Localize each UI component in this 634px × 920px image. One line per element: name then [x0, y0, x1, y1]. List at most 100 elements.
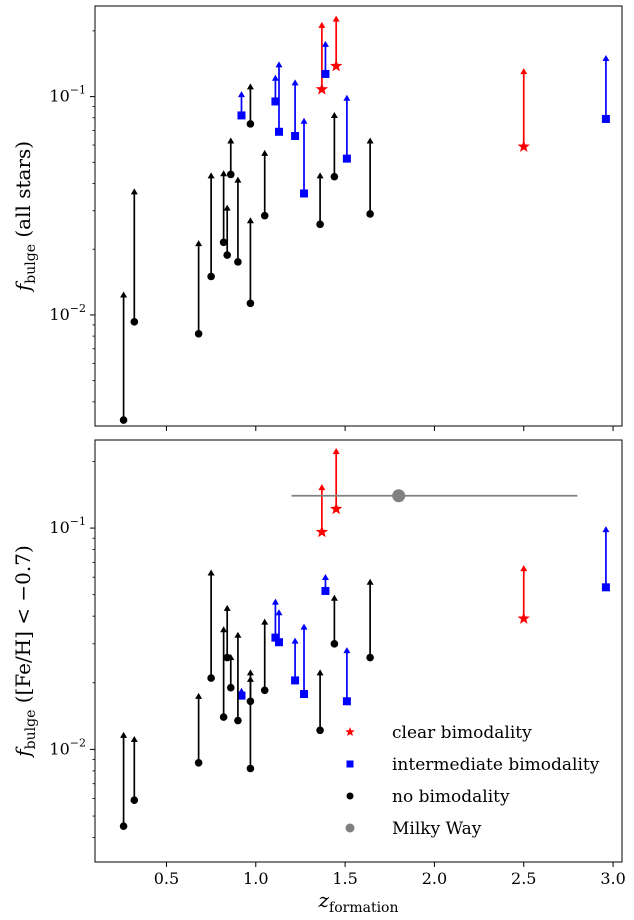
data-point	[366, 210, 374, 218]
upper-limit-arrowhead	[291, 637, 299, 644]
data-point	[329, 59, 343, 72]
data-point	[342, 154, 351, 163]
data-point	[330, 640, 339, 648]
upper-limit-arrowhead	[330, 594, 338, 601]
data-point	[234, 716, 242, 725]
data-point	[130, 796, 139, 804]
upper-limit-arrowhead	[343, 94, 351, 101]
upper-limit-arrowhead	[130, 735, 138, 742]
upper-limit-arrowhead	[300, 117, 308, 124]
y-tick-label: 10−1	[49, 84, 86, 106]
data-point	[329, 502, 343, 515]
legend-marker	[345, 727, 355, 737]
data-point	[316, 726, 324, 735]
upper-limit-arrowhead	[120, 731, 128, 738]
data-point	[517, 612, 530, 624]
data-point	[275, 127, 284, 136]
upper-limit-arrowhead	[227, 137, 235, 144]
upper-limit-arrowhead	[261, 618, 269, 625]
x-tick-label: 3.0	[600, 869, 625, 888]
legend-label: intermediate bimodality	[392, 755, 600, 775]
legend-label: no bimodality	[392, 787, 510, 807]
upper-limit-arrowhead	[195, 240, 203, 247]
upper-limit-arrowhead	[130, 188, 138, 195]
bottom-panel: 10−2 10−1 0.5 1.0 1.5 2.0 2.5 3.0 fbulge ([Fe/H]…	[11, 439, 626, 916]
upper-limit-arrowhead	[300, 623, 308, 630]
data-point	[601, 114, 610, 123]
upper-limit-arrowhead	[316, 669, 324, 676]
y-tick-label: 10−2	[49, 302, 86, 324]
data-point	[291, 132, 300, 141]
data-point	[219, 238, 228, 247]
upper-limit-arrowhead	[246, 217, 254, 224]
upper-limit-arrowhead	[207, 172, 215, 179]
data-point	[291, 676, 300, 685]
data-point	[260, 211, 269, 220]
upper-limit-arrowhead	[207, 569, 215, 576]
data-point	[194, 759, 203, 767]
upper-limit-arrowhead	[223, 204, 231, 211]
x-tick-label: 0.5	[154, 869, 179, 888]
upper-limit-arrowhead	[234, 176, 242, 183]
data-point	[300, 189, 309, 198]
upper-limit-arrowhead	[316, 172, 324, 179]
data-point	[234, 258, 242, 266]
data-point	[207, 674, 215, 682]
upper-limit-arrowhead	[223, 604, 231, 611]
data-point	[119, 416, 128, 424]
upper-limit-arrowhead	[246, 675, 254, 682]
axes-frame	[94, 439, 623, 863]
data-point	[223, 251, 231, 259]
upper-limit-arrowhead	[520, 68, 528, 75]
upper-limit-arrowhead	[291, 79, 299, 86]
upper-limit-arrowhead	[332, 448, 340, 455]
x-tick-label: 1.5	[332, 869, 357, 888]
data-point	[271, 97, 280, 106]
data-point	[315, 82, 329, 95]
y-axis-label: fbulge ([Fe/H] < −0.7)	[11, 545, 39, 759]
upper-limit-arrowhead	[246, 83, 254, 90]
upper-limit-arrowhead	[120, 291, 128, 298]
data-point	[246, 764, 255, 773]
upper-limit-arrowhead	[234, 631, 242, 638]
y-tick-label: 10−2	[49, 736, 86, 758]
data-point	[275, 638, 284, 647]
legend-marker	[346, 792, 354, 800]
x-tick-label: 1.0	[243, 869, 268, 888]
upper-limit-arrowhead	[602, 55, 610, 62]
upper-limit-arrowhead	[275, 609, 283, 616]
data-point	[246, 120, 255, 128]
x-axis-label: zformation	[317, 888, 398, 916]
upper-limit-arrowhead	[275, 61, 283, 68]
upper-limit-arrowhead	[343, 647, 351, 654]
upper-limit-arrowhead	[227, 653, 235, 660]
legend-marker	[346, 760, 354, 768]
upper-limit-arrowhead	[271, 598, 279, 605]
data-point	[601, 583, 610, 592]
legend-marker	[345, 823, 355, 833]
upper-limit-arrowhead	[366, 578, 374, 585]
upper-limit-arrowhead	[246, 669, 254, 676]
data-point	[330, 172, 339, 181]
upper-limit-arrowhead	[318, 484, 326, 491]
data-point	[321, 586, 330, 595]
data-point	[260, 686, 269, 695]
upper-limit-arrowhead	[332, 15, 340, 22]
upper-limit-arrowhead	[330, 112, 338, 119]
data-point	[207, 272, 215, 281]
data-point	[237, 691, 246, 700]
y-axis-label: fbulge (all stars)	[11, 141, 39, 293]
upper-limit-arrowhead	[321, 574, 329, 581]
data-point	[237, 111, 246, 120]
data-point	[130, 318, 139, 326]
data-point	[366, 653, 374, 662]
legend-label: clear bimodality	[392, 723, 532, 743]
upper-limit-arrowhead	[321, 40, 329, 47]
upper-limit-arrowhead	[271, 74, 279, 81]
data-point	[392, 489, 406, 503]
data-point	[321, 69, 330, 78]
data-point	[119, 822, 128, 830]
data-point	[316, 220, 324, 229]
data-point	[315, 525, 329, 538]
